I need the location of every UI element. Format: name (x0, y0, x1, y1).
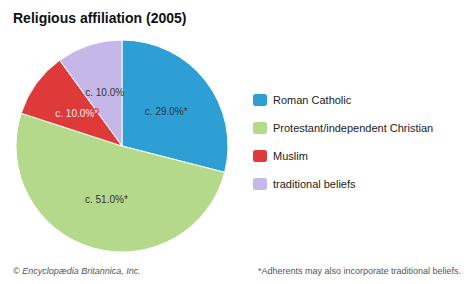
svg-text:c. 10.0%: c. 10.0% (85, 87, 124, 98)
svg-text:c. 29.0%*: c. 29.0%* (145, 106, 188, 117)
svg-text:traditional beliefs: traditional beliefs (273, 178, 356, 190)
svg-text:Roman Catholic: Roman Catholic (273, 94, 352, 106)
svg-text:Religious affiliation (2005): Religious affiliation (2005) (13, 10, 186, 26)
svg-text:Muslim: Muslim (273, 150, 308, 162)
svg-text:*Adherents may also incorporat: *Adherents may also incorporate traditio… (258, 266, 461, 276)
svg-text:Protestant/independent Christi: Protestant/independent Christian (273, 122, 433, 134)
svg-text:c. 10.0%*: c. 10.0%* (55, 108, 98, 119)
svg-text:© Encyclopædia Britannica, Inc: © Encyclopædia Britannica, Inc. (13, 266, 141, 276)
svg-text:c. 51.0%*: c. 51.0%* (85, 194, 128, 205)
